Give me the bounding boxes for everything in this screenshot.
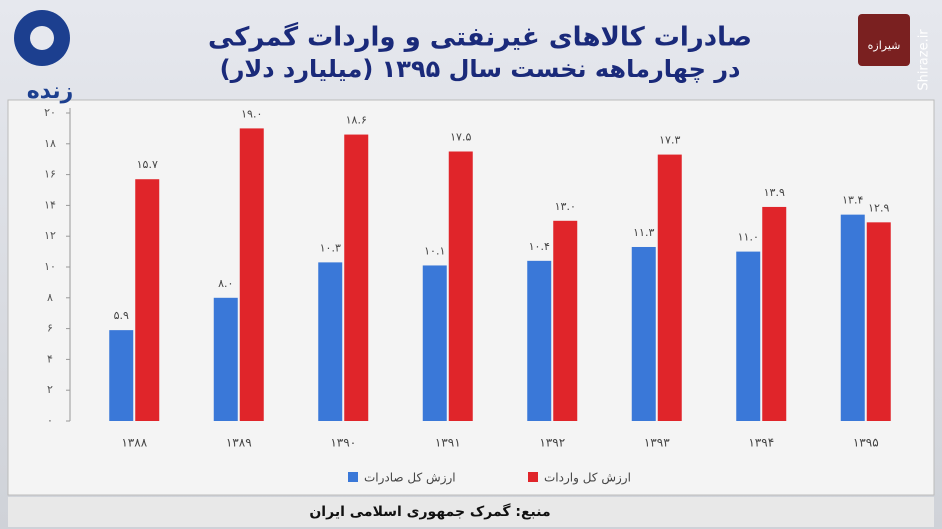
logo-text: زنده	[27, 79, 74, 104]
legend-swatch	[528, 472, 538, 482]
logo-mark	[30, 26, 54, 50]
bar	[318, 262, 343, 421]
bar	[344, 134, 369, 421]
value-label: ۱۵.۷	[137, 158, 158, 171]
value-label: ۱۲.۹	[868, 201, 889, 214]
y-tick-label: ۰	[47, 414, 53, 427]
value-label: ۱۰.۱	[424, 244, 445, 257]
bar	[553, 220, 578, 421]
x-tick-label: ۱۳۸۹	[226, 436, 252, 450]
x-tick-label: ۱۳۹۰	[330, 436, 356, 450]
value-label: ۱۸.۶	[346, 114, 367, 127]
y-tick-label: ۲۰	[44, 106, 56, 119]
y-tick-label: ۱۴	[44, 198, 56, 211]
bar	[762, 206, 787, 421]
bar	[422, 265, 447, 421]
value-label: ۱۹.۰	[241, 107, 262, 120]
x-tick-label: ۱۳۸۸	[121, 436, 147, 450]
watermark-mark	[858, 14, 910, 66]
value-label: ۱۰.۴	[529, 240, 550, 253]
x-tick-label: ۱۳۹۲	[539, 436, 565, 450]
x-tick-label: ۱۳۹۵	[853, 436, 879, 450]
bar	[840, 214, 865, 421]
y-tick-label: ۶	[47, 322, 53, 335]
bar	[631, 246, 656, 421]
x-tick-label: ۱۳۹۴	[748, 436, 774, 450]
bar	[527, 260, 552, 421]
x-tick-label: ۱۳۹۳	[644, 436, 670, 450]
bar	[866, 222, 891, 421]
y-tick-label: ۲	[47, 383, 53, 396]
legend-swatch	[348, 472, 358, 482]
value-label: ۵.۹	[114, 309, 129, 322]
y-tick-label: ۱۸	[44, 137, 56, 150]
value-label: ۱۳.۰	[555, 200, 576, 213]
watermark-site: Shiraze.ir	[917, 29, 932, 91]
bar	[448, 151, 473, 421]
y-tick-label: ۴	[47, 352, 53, 365]
bar	[213, 297, 238, 421]
y-tick-label: ۸	[47, 291, 53, 304]
value-label: ۱۳.۹	[764, 186, 785, 199]
value-label: ۱۷.۳	[659, 134, 680, 147]
value-label: ۱۷.۵	[450, 131, 471, 144]
legend-label: ارزش کل صادرات	[364, 471, 456, 486]
source: منبع: گمرک جمهوری اسلامی ایران	[309, 503, 550, 520]
value-label: ۱۱.۰	[738, 231, 759, 244]
bar	[239, 128, 264, 421]
legend-label: ارزش کل واردات	[544, 471, 631, 486]
value-label: ۱۳.۴	[842, 194, 863, 207]
value-label: ۱۱.۳	[633, 226, 654, 239]
watermark-name: شیرازه	[868, 39, 901, 52]
x-tick-label: ۱۳۹۱	[435, 436, 461, 450]
value-label: ۱۰.۳	[320, 241, 341, 254]
bar	[109, 330, 134, 421]
y-tick-label: ۱۰	[44, 260, 56, 273]
value-label: ۸.۰	[218, 277, 233, 290]
bar	[657, 154, 682, 421]
bar	[736, 251, 761, 421]
y-tick-label: ۱۶	[44, 168, 56, 181]
y-tick-label: ۱۲	[44, 229, 56, 242]
bar	[135, 179, 160, 421]
source-strip	[8, 497, 934, 527]
chart-title: صادرات کالاهای غیرنفتی و واردات گمرکی	[208, 22, 752, 53]
chart-subtitle: در چهارماهه نخست سال ۱۳۹۵ (میلیارد دلار)	[220, 55, 741, 83]
